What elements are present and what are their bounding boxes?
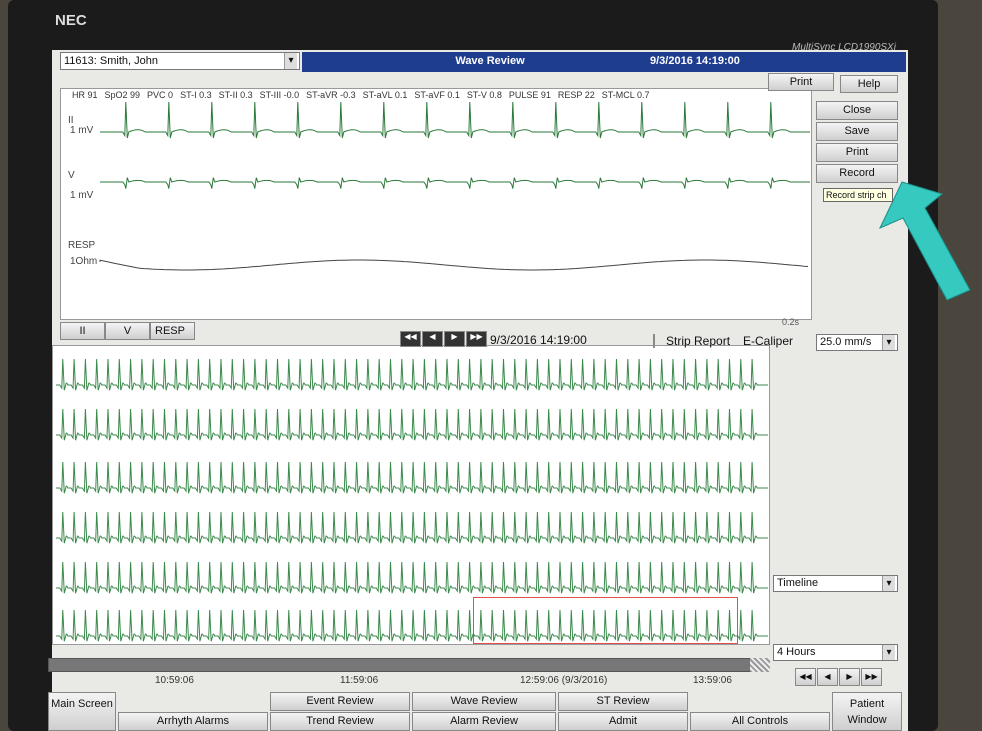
ecg-lead-v xyxy=(100,177,810,189)
nav-tab[interactable]: Event Review xyxy=(270,692,410,711)
wave-panel xyxy=(60,88,812,320)
parameter: HR 91 xyxy=(72,90,98,100)
wave-scale: 1 mV xyxy=(70,125,94,136)
full-disclosure-ecg xyxy=(56,461,768,494)
parameter: ST-I 0.3 xyxy=(180,90,212,100)
wave-lead: RESP xyxy=(68,240,96,251)
side-button[interactable]: Save xyxy=(816,122,898,141)
tooltip: Record strip ch xyxy=(823,188,893,202)
side-button[interactable]: Close xyxy=(816,101,898,120)
timeline-label: 11:59:06 xyxy=(340,675,379,686)
nav-tab[interactable]: Alarm Review xyxy=(412,712,556,731)
wave-scale: 1Ohm xyxy=(70,256,98,267)
timeline-nav-button[interactable]: ◀ xyxy=(817,668,838,686)
parameter: PVC 0 xyxy=(147,90,174,100)
timeline-nav-button[interactable]: ▶ xyxy=(839,668,860,686)
timeline-label: 13:59:06 xyxy=(693,675,732,686)
lead-tab[interactable]: RESP xyxy=(150,322,195,340)
parameter: ST-III -0.0 xyxy=(259,90,300,100)
parameter: ST-aVL 0.1 xyxy=(362,90,408,100)
strip-report-check[interactable]: Strip Report xyxy=(643,334,730,348)
timeline-label: 10:59:06 xyxy=(155,675,194,686)
nav-tab[interactable]: Patient Window xyxy=(832,692,902,731)
full-disclosure-panel xyxy=(52,345,770,645)
nav-datetime: 9/3/2016 14:19:00 xyxy=(490,333,587,347)
range-select[interactable]: 4 Hours xyxy=(773,644,898,661)
title-bar xyxy=(302,52,906,72)
scroll-thumb[interactable] xyxy=(750,658,770,672)
parameter: ST-II 0.3 xyxy=(218,90,253,100)
e-caliper-check[interactable]: E-Caliper xyxy=(743,334,794,348)
nav-tab[interactable]: Arrhyth Alarms xyxy=(118,712,268,731)
header-datetime: 9/3/2016 14:19:00 xyxy=(650,55,740,67)
help-button[interactable]: Help xyxy=(840,75,898,93)
brand: NEC xyxy=(55,12,87,29)
nav-tab[interactable]: Trend Review xyxy=(270,712,410,731)
full-disclosure-ecg xyxy=(56,358,768,391)
side-button[interactable]: Print xyxy=(816,143,898,162)
selection-box xyxy=(473,597,738,644)
nav-button[interactable]: ◀ xyxy=(422,331,443,347)
parameter: RESP 22 xyxy=(557,90,595,100)
print-button[interactable]: Print xyxy=(768,73,834,91)
ecg-lead-ii xyxy=(100,101,810,139)
model: MultiSync LCD1990SXi xyxy=(792,42,896,53)
speed-select[interactable]: 25.0 mm/s xyxy=(816,334,898,351)
timeline-label: 12:59:06 (9/3/2016) xyxy=(520,675,608,686)
lead-tab[interactable]: II xyxy=(60,322,105,340)
nav-tab[interactable]: Main Screen xyxy=(48,692,116,731)
full-disclosure-ecg xyxy=(56,609,768,642)
wave-scale: 1 mV xyxy=(70,190,94,201)
nav-button[interactable]: ▶ xyxy=(444,331,465,347)
side-button[interactable]: Record xyxy=(816,164,898,183)
window-title: Wave Review xyxy=(455,55,525,67)
time-scale: 0.2s xyxy=(782,317,800,327)
parameter: SpO2 99 xyxy=(104,90,141,100)
view-select[interactable]: Timeline xyxy=(773,575,898,592)
parameter: ST-MCL 0.7 xyxy=(601,90,650,100)
parameter: ST-V 0.8 xyxy=(466,90,502,100)
parameter: ST-aVR -0.3 xyxy=(306,90,356,100)
nav-tab[interactable]: ST Review xyxy=(558,692,688,711)
patient-select[interactable]: 11613: Smith, John xyxy=(60,52,300,70)
resp-wave xyxy=(99,259,809,271)
parameter: ST-aVF 0.1 xyxy=(414,90,460,100)
wave-lead: II xyxy=(68,115,74,126)
parameter: PULSE 91 xyxy=(508,90,551,100)
pointer-arrow xyxy=(878,181,971,301)
nav-tab[interactable]: Admit xyxy=(558,712,688,731)
timeline-nav-button[interactable]: ▶▶ xyxy=(861,668,882,686)
full-disclosure-ecg xyxy=(56,561,768,594)
full-disclosure-ecg xyxy=(56,511,768,544)
lead-tab[interactable]: V xyxy=(105,322,150,340)
nav-tab[interactable]: Wave Review xyxy=(412,692,556,711)
nav-button[interactable]: ▶▶ xyxy=(466,331,487,347)
timeline-nav-button[interactable]: ◀◀ xyxy=(795,668,816,686)
full-disclosure-ecg xyxy=(56,408,768,441)
nav-tab[interactable]: All Controls xyxy=(690,712,830,731)
nav-button[interactable]: ◀◀ xyxy=(400,331,421,347)
wave-lead: V xyxy=(68,170,75,181)
